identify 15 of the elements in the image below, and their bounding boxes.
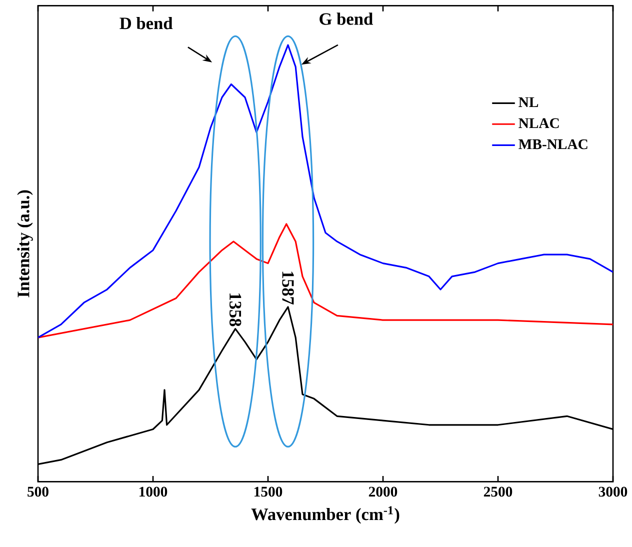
- x-tick-label: 500: [28, 486, 48, 497]
- legend-label: NL: [518, 98, 538, 108]
- x-tick-label: 1000: [140, 486, 168, 497]
- annotation: 1587: [282, 272, 294, 305]
- x-axis-title: Wavenumber (cm$^{-1}$): [251, 506, 400, 524]
- y-axis-title: Intensity (a.u.): [17, 190, 33, 298]
- legend-label: NLAC: [518, 118, 559, 128]
- x-tick-label: 2500: [484, 486, 512, 497]
- x-tick-label: 3000: [598, 486, 628, 497]
- legend-label: MB-NLAC: [518, 140, 588, 150]
- text: G bend: [320, 12, 373, 26]
- annotation: 1358: [229, 294, 242, 326]
- x-tick-label: 2000: [368, 486, 398, 497]
- x-tick-label: 1500: [254, 486, 282, 497]
- text: D bend: [120, 17, 173, 30]
